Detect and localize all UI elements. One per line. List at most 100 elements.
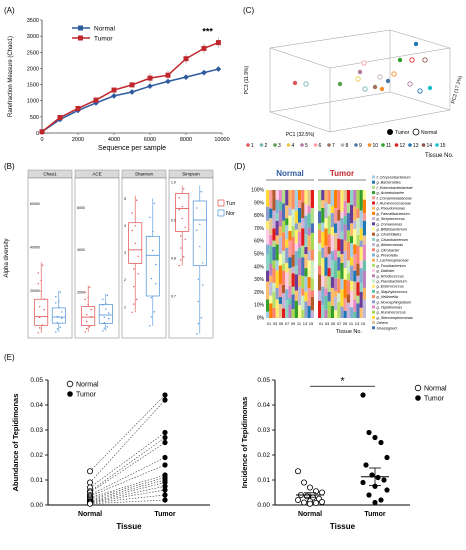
jitter-point xyxy=(39,327,41,329)
bar-segment xyxy=(330,213,334,228)
bar-segment xyxy=(346,202,350,214)
taxa-legend-swatch xyxy=(372,201,375,205)
facet-title: ACE xyxy=(92,172,101,177)
jitter-point xyxy=(199,245,201,248)
facet-tick-label: 1.0 xyxy=(171,181,176,185)
jitter-point xyxy=(131,229,133,232)
bar-segment xyxy=(324,202,328,219)
tissue-marker xyxy=(435,143,439,147)
pcoa-point-normal xyxy=(362,86,368,92)
bar-segment xyxy=(282,220,286,233)
jitter-point xyxy=(55,296,57,298)
jitter-point xyxy=(59,291,61,293)
facet-tick-label: 20000 xyxy=(30,289,40,293)
bar-segment xyxy=(304,291,308,302)
bar-segment xyxy=(318,250,322,266)
bar-segment xyxy=(266,244,270,254)
bar-segment xyxy=(362,270,366,288)
box-edge xyxy=(269,29,391,49)
bar-segment xyxy=(275,260,279,271)
taxa-legend-label: g_Fusobacterium xyxy=(377,264,406,268)
bar-segment xyxy=(291,254,295,267)
bar-segment xyxy=(278,236,282,254)
jitter-point xyxy=(136,298,138,301)
point-tumor xyxy=(375,474,381,481)
tissue-marker xyxy=(394,143,399,147)
bar-segment xyxy=(310,190,314,208)
data-point xyxy=(111,87,117,93)
jitter-point xyxy=(103,327,106,329)
y-tick-label: 0.05 xyxy=(30,377,43,384)
bar-segment xyxy=(298,222,302,232)
jitter-point xyxy=(178,209,180,211)
bar-segment xyxy=(359,307,363,318)
jitter-point xyxy=(184,226,186,228)
pcoa-point-tumor xyxy=(372,84,378,90)
jitter-point xyxy=(155,263,157,266)
pcoa-point-tumor xyxy=(397,57,403,63)
bar-segment xyxy=(282,190,286,204)
bar-segment xyxy=(321,257,325,276)
bar-segment xyxy=(350,204,354,224)
bar-segment xyxy=(343,250,347,269)
bar-segment xyxy=(269,190,273,209)
taxa-legend-swatch xyxy=(372,253,375,257)
y-tick-label: 2000 xyxy=(27,66,39,72)
taxa-legend-label: g_Staphylococcus xyxy=(377,290,408,294)
tissue-number-label: 8 xyxy=(346,143,349,149)
bar-segment xyxy=(310,232,314,250)
box-tumor xyxy=(81,306,96,326)
bar-segment xyxy=(330,235,334,251)
bar-segment xyxy=(278,226,282,237)
taxa-legend-swatch xyxy=(372,305,375,309)
bar-segment xyxy=(359,291,363,308)
jitter-point xyxy=(56,322,58,324)
bar-segment xyxy=(330,250,334,261)
bar-segment xyxy=(324,288,328,296)
y-tick-label: 30% xyxy=(254,277,265,283)
y-tick-label: 0.00 xyxy=(30,502,43,509)
taxa-legend-swatch xyxy=(372,263,375,267)
data-point xyxy=(201,69,207,76)
x-tick-label: 05 xyxy=(331,321,336,326)
taxa-legend-swatch xyxy=(372,175,375,179)
bar-segment xyxy=(288,207,292,216)
bar-segment xyxy=(294,211,298,224)
point-tumor xyxy=(162,462,168,468)
panel-label-a: (A) xyxy=(4,6,15,15)
bar-segment xyxy=(291,309,295,318)
bar-segment xyxy=(272,282,276,292)
x-axis-title: Tissue xyxy=(116,522,142,531)
jitter-point xyxy=(84,331,86,333)
paired-line xyxy=(89,437,166,492)
bar-segment xyxy=(294,250,298,266)
point-normal xyxy=(301,479,308,486)
bar-segment xyxy=(334,190,338,208)
bar-segment xyxy=(340,190,344,212)
x-tick-label: 01 xyxy=(319,321,324,326)
y-tick-label: 0.01 xyxy=(30,477,43,484)
taxa-legend-label: g_Citrobacter xyxy=(377,248,401,252)
point-normal xyxy=(304,493,311,500)
bar-segment xyxy=(269,295,273,304)
bar-segment xyxy=(282,308,286,318)
bar-segment xyxy=(330,287,334,306)
jitter-point xyxy=(184,238,186,240)
bar-segment xyxy=(294,300,298,318)
bar-segment xyxy=(353,190,357,207)
pcoa-point-tumor xyxy=(413,41,419,47)
bar-segment xyxy=(327,215,331,235)
bar-segment xyxy=(330,260,334,278)
bar-segment xyxy=(307,213,311,228)
bar-segment xyxy=(310,207,314,224)
bar-segment xyxy=(301,228,305,246)
tissue-marker xyxy=(313,143,318,147)
bar-segment xyxy=(334,232,338,250)
taxa-legend-swatch xyxy=(372,310,375,314)
axis-label-pc2: PC2 (17.1%) xyxy=(450,75,463,105)
bar-segment xyxy=(282,284,286,294)
bar-segment xyxy=(346,213,350,231)
chart-c-pcoa: PC1 (32.5%) PC3 (11.9%) PC2 (17.1%) Tumor No… xyxy=(244,29,464,159)
paired-line xyxy=(89,494,166,504)
bar-segment xyxy=(285,239,289,248)
